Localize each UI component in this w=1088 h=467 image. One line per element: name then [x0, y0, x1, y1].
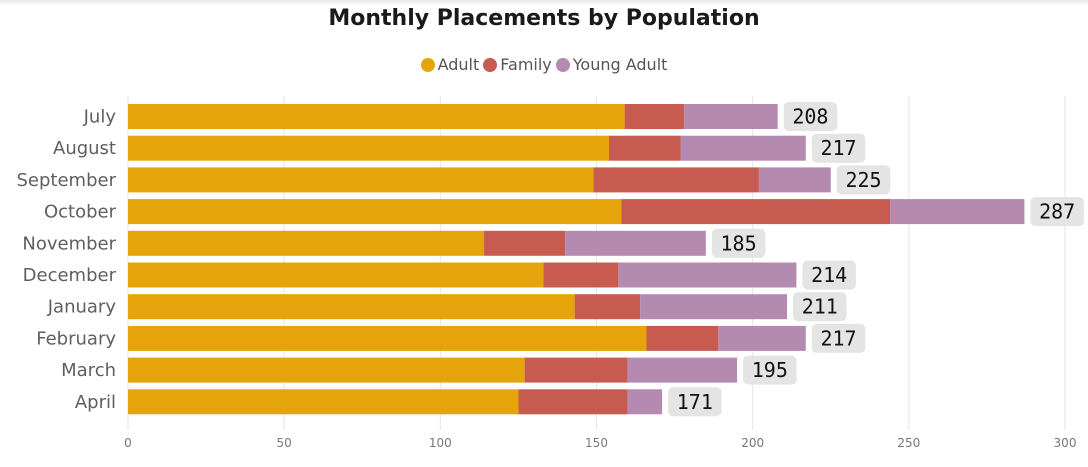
- bar-segment-adult: [128, 389, 519, 415]
- bar-segment-family: [518, 389, 628, 415]
- bar-segment-family: [543, 262, 619, 288]
- bar-segment-young-adult: [890, 199, 1025, 225]
- bar-segment-adult: [128, 294, 575, 320]
- bar-segment-family: [574, 294, 641, 320]
- total-label-background: [743, 355, 797, 385]
- bar-segment-young-adult: [627, 389, 663, 415]
- bar-segment-adult: [128, 230, 485, 256]
- bar-segment-adult: [128, 104, 625, 129]
- legend-item-adult[interactable]: Adult: [420, 55, 480, 74]
- legend-item-family[interactable]: Family: [483, 55, 552, 74]
- category-label: February: [36, 328, 116, 349]
- legend-label-young-adult: Young Adult: [572, 55, 668, 74]
- total-label-background: [711, 228, 766, 258]
- category-label: November: [22, 233, 116, 254]
- total-label: 208: [792, 105, 828, 129]
- total-label-background: [1030, 197, 1084, 227]
- bar-segment-adult: [128, 135, 609, 161]
- x-tick-label: 100: [429, 436, 452, 450]
- bar-segment-young-adult: [618, 262, 797, 288]
- total-label: 171: [677, 390, 713, 414]
- category-label: September: [17, 170, 117, 191]
- x-tick-label: 150: [585, 436, 608, 450]
- total-label-background: [793, 292, 847, 322]
- bar-segment-adult: [128, 262, 544, 288]
- bar-segment-young-adult: [718, 325, 806, 351]
- category-label: October: [44, 202, 117, 223]
- bar-segment-young-adult: [627, 357, 738, 383]
- x-tick-label: 250: [897, 436, 920, 450]
- bar-segment-young-adult: [680, 135, 806, 161]
- legend-swatch-family: [483, 57, 498, 72]
- total-label-background: [783, 102, 838, 131]
- bar-segment-family: [608, 135, 681, 161]
- bar-segment-young-adult: [640, 294, 788, 320]
- bar-segment-young-adult: [758, 167, 831, 193]
- total-label-background: [668, 387, 722, 417]
- total-label: 217: [820, 326, 856, 350]
- x-tick-label: 0: [124, 436, 132, 450]
- category-label: August: [53, 138, 116, 159]
- x-tick-label: 300: [1054, 436, 1077, 450]
- legend-label-family: Family: [500, 55, 552, 74]
- x-tick-label: 200: [741, 436, 764, 450]
- total-label: 287: [1039, 200, 1075, 224]
- bar-segment-family: [646, 325, 719, 351]
- category-label: December: [23, 265, 117, 286]
- legend-label-adult: Adult: [437, 55, 480, 74]
- total-label: 214: [811, 263, 847, 287]
- bar-segment-adult: [128, 199, 622, 225]
- total-label: 211: [802, 295, 838, 319]
- chart-title: Monthly Placements by Population: [328, 6, 760, 31]
- total-label: 195: [752, 358, 788, 382]
- bar-segment-young-adult: [683, 104, 778, 129]
- bar-segment-family: [593, 167, 759, 193]
- bar-segment-family: [524, 357, 628, 383]
- bar-segment-adult: [128, 357, 525, 383]
- category-label: April: [75, 392, 116, 413]
- legend-item-young-adult[interactable]: Young Adult: [555, 55, 668, 74]
- top-shade: [0, 0, 1088, 6]
- total-label-background: [811, 133, 866, 163]
- bar-segment-young-adult: [565, 230, 706, 256]
- total-label-background: [836, 165, 891, 195]
- legend-swatch-adult: [420, 57, 435, 72]
- total-label: 225: [845, 168, 881, 192]
- category-label: July: [83, 107, 117, 128]
- total-label-background: [811, 323, 866, 353]
- bar-segment-family: [624, 104, 684, 129]
- category-label: January: [47, 297, 117, 318]
- bar-segment-adult: [128, 167, 594, 193]
- total-label: 185: [721, 231, 757, 255]
- total-label: 217: [820, 136, 856, 160]
- legend-swatch-young-adult: [555, 57, 570, 72]
- bar-segment-adult: [128, 325, 647, 351]
- legend: Adult Family Young Adult: [0, 55, 1088, 74]
- bar-segment-family: [484, 230, 566, 256]
- bar-segment-family: [621, 199, 891, 225]
- category-label: March: [61, 360, 116, 381]
- total-label-background: [802, 260, 856, 290]
- x-tick-label: 50: [277, 436, 292, 450]
